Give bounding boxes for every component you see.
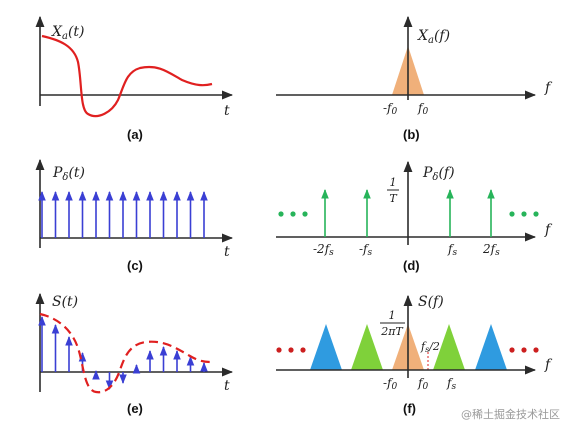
panel-f-spectrum-neg-2fs: [310, 324, 342, 370]
panel-e-envelope-dashed: [39, 312, 213, 394]
panel-c: Pδ(t) t (c): [35, 158, 234, 273]
panel-f-caption: (f): [403, 401, 416, 416]
panel-b: Xa(f) f -f0 f0 (b): [276, 15, 553, 142]
panel-b-caption: (b): [403, 127, 420, 142]
panel-b-ylabel: Xa(f): [417, 28, 450, 46]
panel-f-amp-num: 1: [389, 309, 396, 322]
panel-d-amp-den: T: [389, 192, 398, 205]
panel-d-left-dots: [278, 211, 308, 217]
panel-e-sampled-impulses: [38, 316, 208, 390]
panel-d-ylabel: Pδ(f): [422, 165, 455, 183]
panel-d-right-dots: [509, 211, 539, 217]
panel-d-tick-neg-2fs: -2fs: [313, 242, 334, 258]
panel-f-tick-f0: f0: [417, 376, 428, 392]
panel-d-caption: (d): [403, 258, 420, 273]
panel-e-xlabel: t: [224, 378, 230, 394]
panel-e-ylabel: S(t): [52, 294, 78, 310]
panel-b-tick-f0: f0: [417, 101, 428, 117]
panel-f-tick-fs: fs: [446, 376, 456, 392]
panel-f-spectrum-neg-fs: [351, 324, 383, 370]
panel-a-xlabel: t: [224, 103, 230, 119]
panel-a-caption: (a): [127, 127, 143, 142]
panel-f-spectrum-2fs: [475, 324, 507, 370]
panel-c-impulse-train: [38, 191, 208, 238]
panel-e: S(t) t (e): [35, 292, 234, 416]
panel-d: 1 T Pδ(f) f -2fs -fs fs 2fs (d): [276, 160, 553, 273]
panel-e-caption: (e): [127, 401, 143, 416]
panel-f-right-dots: [509, 347, 539, 353]
panel-f-amp-den: 2πT: [380, 325, 404, 338]
panel-c-xlabel: t: [224, 244, 230, 260]
panel-c-caption: (c): [127, 258, 143, 273]
panel-f-left-dots: [276, 347, 306, 353]
panel-a: Xa(t) t (a): [35, 15, 234, 142]
panel-f-xlabel: f: [544, 357, 553, 373]
watermark: @稀土掘金技术社区: [461, 407, 560, 421]
panel-b-tick-neg-f0: -f0: [383, 101, 398, 117]
panel-d-tick-2fs: 2fs: [482, 242, 500, 258]
panel-f-spectrum-fs: [433, 324, 465, 370]
panel-d-amp-num: 1: [390, 176, 397, 189]
panel-f: 1 2πT S(f) fs/2 f -f0 f0 fs (f): [276, 294, 553, 416]
panel-b-xlabel: f: [544, 80, 553, 96]
panel-f-tick-neg-f0: -f0: [383, 376, 398, 392]
panel-d-tick-fs: fs: [447, 242, 457, 258]
panel-d-xlabel: f: [544, 222, 553, 238]
panel-c-ylabel: Pδ(t): [52, 165, 85, 183]
panel-d-impulse-train: [321, 189, 495, 237]
panel-a-ylabel: Xa(t): [51, 24, 85, 42]
panel-a-signal-curve: [41, 34, 213, 118]
panel-f-ylabel: S(f): [418, 294, 444, 310]
panel-d-tick-neg-fs: -fs: [359, 242, 373, 258]
panel-f-half-fs-label: fs/2: [420, 340, 440, 354]
